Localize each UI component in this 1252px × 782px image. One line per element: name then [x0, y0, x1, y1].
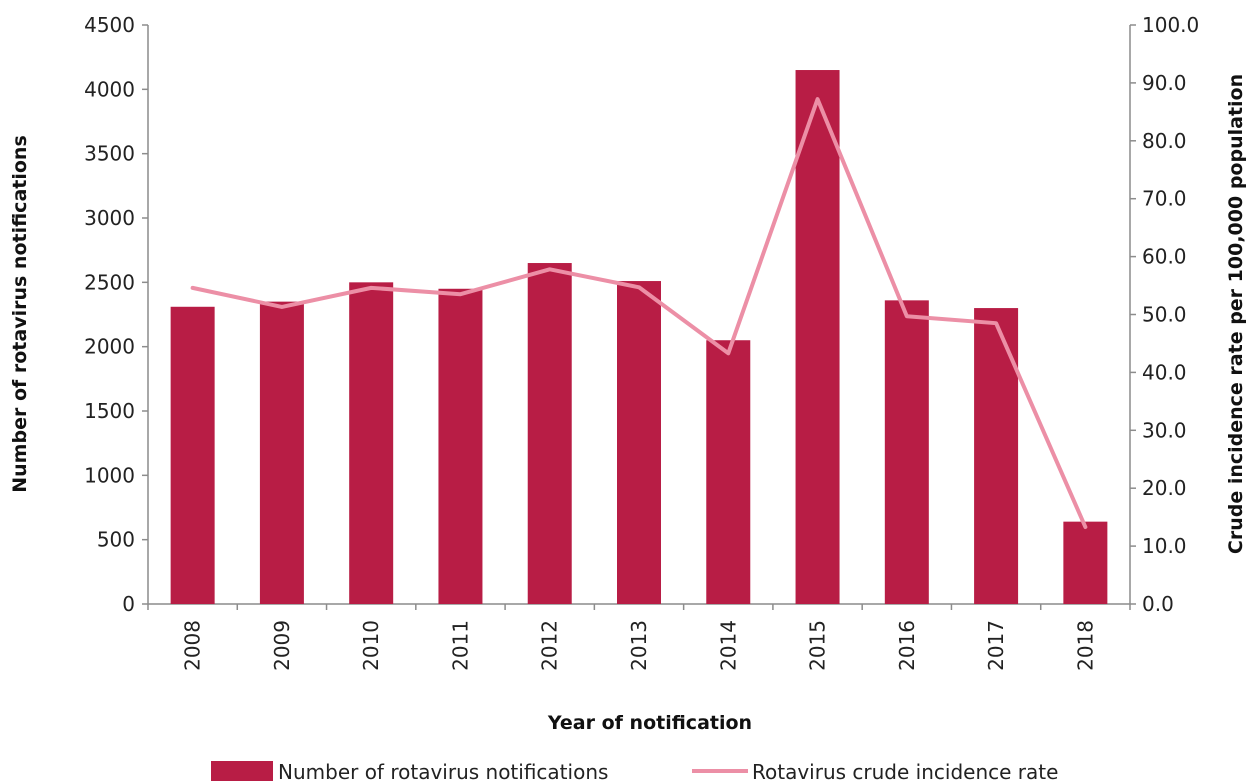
y-tick-label: 500 [97, 528, 135, 552]
y-tick-label: 3500 [84, 142, 135, 166]
ticks-group: 0 500 1000 1500 2000 2500 3000 3500 4000 4500 0.0 1… [84, 13, 1199, 671]
y2-tick-label: 10.0 [1142, 534, 1187, 558]
y-tick-label: 1000 [84, 463, 135, 487]
bar-2011 [438, 288, 483, 604]
bar-2018 [1063, 521, 1108, 604]
x-tick-label: 2014 [716, 620, 740, 671]
y-tick-label: 0 [122, 592, 135, 616]
bar-2017 [974, 308, 1019, 604]
x-tick-label: 2013 [627, 620, 651, 671]
bar-2015 [795, 70, 840, 605]
bar-2010 [349, 282, 394, 604]
legend: Number of rotavirus notifications Rotavi… [211, 760, 1058, 782]
y2-tick-label: 0.0 [1142, 592, 1174, 616]
x-tick-label: 2017 [984, 620, 1008, 671]
bar-2009 [259, 301, 304, 604]
legend-line-label: Rotavirus crude incidence rate [752, 760, 1058, 782]
line-group [190, 97, 1088, 529]
y2-tick-label: 60.0 [1142, 245, 1187, 269]
x-tick-label: 2009 [270, 620, 294, 671]
y2-tick-label: 50.0 [1142, 303, 1187, 327]
y-tick-label: 4000 [84, 77, 135, 101]
bar-2014 [706, 340, 751, 604]
x-tick-label: 2012 [538, 620, 562, 671]
y2-tick-label: 20.0 [1142, 476, 1187, 500]
y2-tick-label: 30.0 [1142, 418, 1187, 442]
x-tick-label: 2008 [181, 620, 205, 671]
bar-2008 [170, 306, 215, 604]
x-tick-label: 2018 [1073, 620, 1097, 671]
y2-tick-label: 90.0 [1142, 71, 1187, 95]
y2-axis-title: Crude incidence rate per 100,000 populat… [1225, 74, 1247, 554]
y-tick-label: 2500 [84, 270, 135, 294]
y2-tick-label: 100.0 [1142, 13, 1199, 37]
bar-2016 [884, 300, 929, 604]
y2-tick-label: 70.0 [1142, 187, 1187, 211]
y-axis-title: Number of rotavirus notifications [9, 135, 31, 493]
y2-tick-label: 80.0 [1142, 129, 1187, 153]
x-tick-label: 2010 [359, 620, 383, 671]
bar-2013 [617, 281, 661, 604]
bars-group [170, 70, 1108, 605]
y2-tick-label: 40.0 [1142, 360, 1187, 384]
bar-2012 [527, 263, 572, 604]
x-axis-title: Year of notification [547, 712, 752, 734]
x-tick-label: 2016 [895, 620, 919, 671]
legend-bar-swatch [211, 761, 273, 781]
y-tick-label: 1500 [84, 399, 135, 423]
y-tick-label: 4500 [84, 13, 135, 37]
y-tick-label: 3000 [84, 206, 135, 230]
x-tick-label: 2015 [806, 620, 830, 671]
x-tick-label: 2011 [448, 620, 472, 671]
y-tick-label: 2000 [84, 335, 135, 359]
legend-bar-label: Number of rotavirus notifications [278, 760, 608, 782]
